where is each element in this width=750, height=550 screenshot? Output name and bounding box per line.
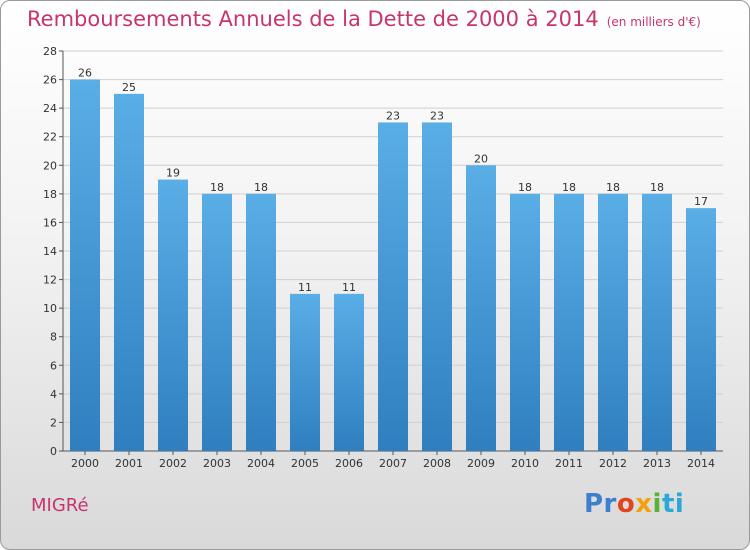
y-tick-label: 12 <box>43 274 57 287</box>
x-tick-labels: 2000 2001 2002 2003 2004 2005 2006 2007 2008 2009… <box>71 457 715 470</box>
bar-2008 <box>422 122 452 451</box>
value-label-2001: 25 <box>122 81 136 94</box>
bar-2013 <box>642 193 672 451</box>
bar-2003 <box>202 193 232 451</box>
y-tick-label: 6 <box>50 359 57 372</box>
value-label-2008: 23 <box>430 109 444 122</box>
y-tick-label: 14 <box>43 245 57 258</box>
y-tick-label: 26 <box>43 74 57 87</box>
y-tick-label: 22 <box>43 131 57 144</box>
x-tick-label-2007: 2007 <box>379 457 407 470</box>
x-tick-label-2010: 2010 <box>511 457 539 470</box>
logo-part-4: i <box>652 489 662 519</box>
bar-2006 <box>334 293 364 451</box>
value-label-2009: 20 <box>474 152 488 165</box>
logo-part-2: o <box>616 489 636 519</box>
bar-2005 <box>290 293 320 451</box>
x-tick-label-2003: 2003 <box>203 457 231 470</box>
bar-2012 <box>598 193 628 451</box>
commune-name: MIGRé <box>31 495 89 516</box>
y-tick-label: 4 <box>50 388 57 401</box>
y-tick-label: 2 <box>50 416 57 429</box>
value-label-2014: 17 <box>694 195 708 208</box>
bars <box>70 79 716 452</box>
value-label-2006: 11 <box>342 281 356 294</box>
y-tick-label: 18 <box>43 188 57 201</box>
value-label-2010: 18 <box>518 181 532 194</box>
x-tick-label-2008: 2008 <box>423 457 451 470</box>
logo-part-3: x <box>635 489 653 519</box>
x-tick-label-2012: 2012 <box>599 457 627 470</box>
bar-2002 <box>158 179 188 452</box>
chart-title-block: Remboursements Annuels de la Dette de 20… <box>27 7 701 31</box>
x-tick-label-2002: 2002 <box>159 457 187 470</box>
x-tick-label-2014: 2014 <box>687 457 715 470</box>
value-label-2003: 18 <box>210 181 224 194</box>
x-tick-label-2004: 2004 <box>247 457 275 470</box>
value-label-2011: 18 <box>562 181 576 194</box>
bar-2011 <box>554 193 584 451</box>
bar-2007 <box>378 122 408 451</box>
value-label-2013: 18 <box>650 181 664 194</box>
logo-part-5: ti <box>661 489 685 519</box>
y-tick-label: 8 <box>50 331 57 344</box>
value-label-2012: 18 <box>606 181 620 194</box>
y-tick-label: 24 <box>43 102 57 115</box>
bar-2014 <box>686 208 716 451</box>
x-tick-label-2001: 2001 <box>115 457 143 470</box>
x-tick-label-2011: 2011 <box>555 457 583 470</box>
value-label-2000: 26 <box>78 67 92 80</box>
x-tick-label-2006: 2006 <box>335 457 363 470</box>
x-tick-label-2013: 2013 <box>643 457 671 470</box>
x-tick-label-2009: 2009 <box>467 457 495 470</box>
chart-subtitle: (en milliers d'€) <box>606 15 701 29</box>
value-label-2007: 23 <box>386 109 400 122</box>
bar-2000 <box>70 79 100 452</box>
y-tick-label: 10 <box>43 302 57 315</box>
value-labels: 26 25 19 18 18 11 11 23 23 20 18 18 18 18 17 <box>78 67 708 294</box>
value-label-2005: 11 <box>298 281 312 294</box>
y-tick-label: 28 <box>43 45 57 58</box>
y-tick-label: 20 <box>43 159 57 172</box>
logo-part-1: Pr <box>584 489 617 519</box>
bar-2010 <box>510 193 540 451</box>
chart-title: Remboursements Annuels de la Dette de 20… <box>27 7 599 31</box>
y-tick-label: 0 <box>50 445 57 458</box>
bar-2001 <box>114 93 144 451</box>
x-tick-label-2000: 2000 <box>71 457 99 470</box>
proxiti-logo: Proxiti <box>584 489 684 519</box>
bar-2004 <box>246 193 276 451</box>
value-label-2002: 19 <box>166 167 180 180</box>
value-label-2004: 18 <box>254 181 268 194</box>
bar-2009 <box>466 165 496 452</box>
y-tick-label: 16 <box>43 216 57 229</box>
x-tick-label-2005: 2005 <box>291 457 319 470</box>
